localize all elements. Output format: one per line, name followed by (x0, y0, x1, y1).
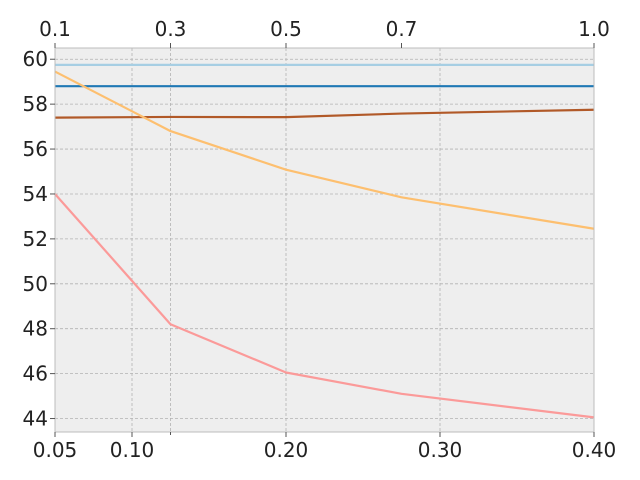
axis-ticks (50, 43, 595, 437)
x-tick-label: 0.20 (264, 438, 309, 462)
y-tick-label: 52 (23, 227, 48, 251)
x-tick-label: 0.10 (110, 438, 155, 462)
series-line-4 (54, 70, 595, 230)
axis-tick-labels: 0.05 0.10 0.20 0.30 0.40 0.1 0.3 0.5 0.7 1.0 44 46 4… (23, 17, 617, 462)
plot-frame (54, 47, 595, 433)
x-tick-label: 0.30 (418, 438, 463, 462)
y-tick-label: 48 (23, 317, 48, 341)
top-tick-label: 0.3 (155, 17, 187, 41)
x-tick-label: 0.40 (572, 438, 617, 462)
top-tick-label: 0.7 (386, 17, 418, 41)
y-tick-label: 44 (23, 407, 48, 431)
top-tick-label: 0.5 (270, 17, 302, 41)
top-tick-label: 0.1 (39, 17, 71, 41)
series-line-3 (54, 108, 595, 119)
y-tick-label: 54 (23, 182, 48, 206)
x-tick-label: 0.05 (33, 438, 78, 462)
y-tick-label: 56 (23, 137, 48, 161)
series-line-5 (54, 193, 595, 419)
plot-area (55, 48, 594, 432)
top-tick-label: 1.0 (578, 17, 610, 41)
y-tick-label: 50 (23, 272, 48, 296)
y-tick-label: 60 (23, 47, 48, 71)
series-lines (54, 63, 595, 419)
y-tick-label: 58 (23, 92, 48, 116)
y-tick-label: 46 (23, 362, 48, 386)
